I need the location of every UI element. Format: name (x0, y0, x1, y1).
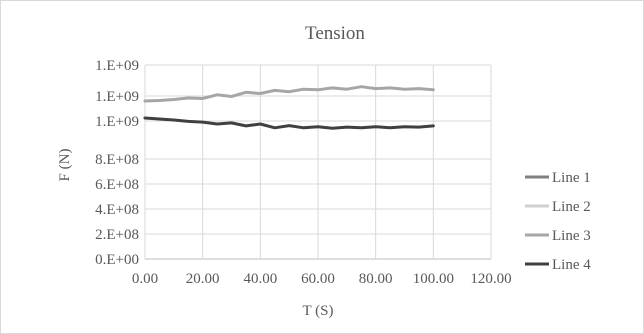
y-tick-label: 8.E+08 (95, 152, 139, 168)
series-line-3 (143, 85, 435, 103)
legend-label-3: Line 3 (552, 228, 591, 244)
x-tick-label: 120.00 (470, 271, 511, 287)
legend-label-2: Line 2 (552, 199, 591, 215)
x-tick-label: 20.00 (186, 271, 220, 287)
y-tick-label: 1.E+09 (95, 114, 139, 130)
series-line-4 (143, 116, 435, 130)
x-tick-label: 100.00 (413, 271, 454, 287)
legend-label-1: Line 1 (552, 170, 591, 186)
y-axis-title: F (N) (57, 149, 73, 182)
y-tick-label: 1.E+09 (95, 89, 139, 105)
x-tick-label: 0.00 (132, 271, 158, 287)
x-tick-label: 60.00 (301, 271, 335, 287)
y-tick-label: 4.E+08 (95, 202, 139, 218)
x-tick-label: 80.00 (359, 271, 393, 287)
y-tick-label: 6.E+08 (95, 177, 139, 193)
y-tick-label: 0.E+00 (95, 252, 139, 268)
chart-title: Tension (305, 23, 365, 44)
legend-label-4: Line 4 (552, 257, 591, 273)
x-axis-title: T (S) (303, 303, 334, 319)
x-tick-label: 40.00 (243, 271, 277, 287)
y-tick-label: 2.E+08 (95, 227, 139, 243)
y-tick-label: 1.E+09 (95, 58, 139, 74)
